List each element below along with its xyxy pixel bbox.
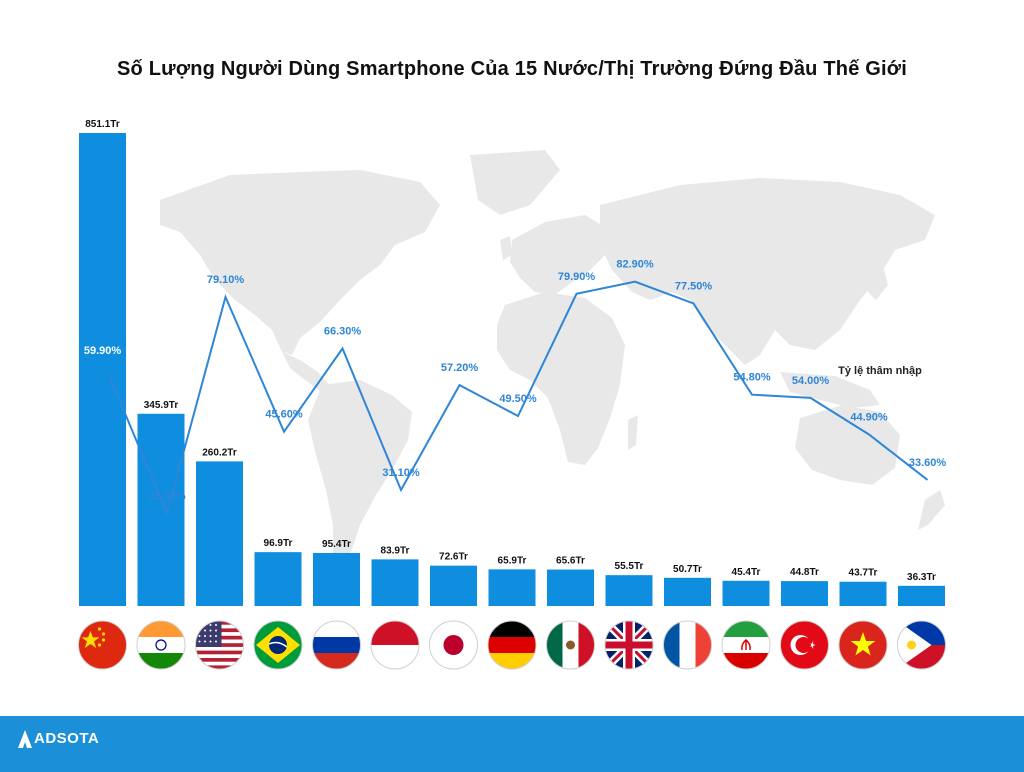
bar-11 bbox=[722, 580, 770, 606]
bar-6 bbox=[430, 565, 477, 606]
world-map-background bbox=[160, 150, 945, 575]
bar-value-label-14: 36.3Tr bbox=[907, 572, 936, 583]
penetration-label-1: 25.30% bbox=[148, 490, 186, 502]
penetration-label-6: 57.20% bbox=[441, 362, 479, 374]
penetration-label-14: 33.60% bbox=[909, 457, 947, 469]
flag-germany-icon bbox=[487, 620, 537, 670]
flag-mexico-icon bbox=[546, 620, 595, 670]
bar-4 bbox=[313, 552, 360, 606]
penetration-series-label: Tỷ lệ thâm nhập bbox=[838, 365, 922, 377]
bar-value-label-8: 65.6Tr bbox=[556, 556, 585, 567]
bar-value-label-10: 50.7Tr bbox=[673, 564, 702, 575]
bar-12 bbox=[781, 581, 828, 606]
bar-0 bbox=[79, 133, 126, 606]
bar-value-label-9: 55.5Tr bbox=[615, 561, 644, 572]
bar-2 bbox=[196, 461, 243, 606]
bar-value-label-1: 345.9Tr bbox=[144, 400, 179, 411]
bar-value-label-11: 45.4Tr bbox=[732, 567, 761, 578]
penetration-label-11: 54.80% bbox=[733, 372, 771, 384]
penetration-rate-line bbox=[107, 280, 929, 517]
bar-value-label-12: 44.8Tr bbox=[790, 567, 819, 578]
bar-3 bbox=[254, 552, 302, 606]
footer-bar bbox=[0, 716, 1024, 772]
bar-9 bbox=[605, 575, 653, 606]
bar-value-label-5: 83.9Tr bbox=[381, 545, 410, 556]
bar-7 bbox=[488, 569, 536, 606]
penetration-label-13: 44.90% bbox=[850, 412, 888, 424]
penetration-label-12: 54.00% bbox=[792, 375, 830, 387]
bar-10 bbox=[664, 577, 711, 606]
flag-iran-icon bbox=[721, 620, 771, 670]
penetration-label-2: 79.10% bbox=[207, 274, 245, 286]
flag-china-icon bbox=[78, 620, 127, 670]
penetration-label-9: 82.90% bbox=[616, 259, 654, 271]
penetration-label-5: 31.10% bbox=[382, 467, 420, 479]
bar-value-label-2: 260.2Tr bbox=[202, 447, 237, 458]
penetration-label-0: 59.90% bbox=[84, 345, 122, 357]
flag-philippines-icon bbox=[897, 620, 946, 670]
penetration-label-4: 66.30% bbox=[324, 325, 362, 337]
bar-value-label-7: 65.9Tr bbox=[498, 555, 527, 566]
flag-india-icon bbox=[136, 620, 186, 670]
bar-value-label-3: 96.9Tr bbox=[264, 538, 293, 549]
chart-title: Số Lượng Người Dùng Smartphone Của 15 Nư… bbox=[117, 58, 907, 80]
penetration-label-8: 79.90% bbox=[558, 271, 596, 283]
bar-value-label-4: 95.4Tr bbox=[322, 539, 351, 550]
brand-mark-icon bbox=[18, 730, 32, 748]
flag-brazil-icon bbox=[253, 620, 303, 670]
flag-uk-icon bbox=[604, 620, 654, 670]
bar-5 bbox=[371, 559, 419, 606]
bar-8 bbox=[547, 569, 594, 606]
flag-turkey-icon bbox=[780, 620, 829, 670]
bar-14 bbox=[898, 585, 945, 606]
bar-value-label-6: 72.6Tr bbox=[439, 552, 468, 563]
brand-name: ADSOTA bbox=[34, 730, 100, 747]
penetration-label-3: 45.60% bbox=[265, 409, 303, 421]
bar-13 bbox=[839, 581, 887, 606]
penetration-label-7: 49.50% bbox=[499, 393, 537, 405]
flag-russia-icon bbox=[312, 620, 361, 670]
flag-france-icon bbox=[663, 620, 712, 670]
penetration-label-10: 77.50% bbox=[675, 280, 713, 292]
brand-logo: ADSOTA bbox=[16, 728, 126, 764]
bar-value-label-0: 851.1Tr bbox=[85, 119, 120, 130]
flag-indonesia-icon bbox=[370, 620, 420, 670]
bar-1 bbox=[137, 413, 185, 606]
flag-japan-icon bbox=[429, 620, 478, 670]
flag-vietnam-icon bbox=[838, 620, 888, 670]
bar-value-label-13: 43.7Tr bbox=[849, 568, 878, 579]
flag-usa-icon bbox=[195, 620, 244, 670]
